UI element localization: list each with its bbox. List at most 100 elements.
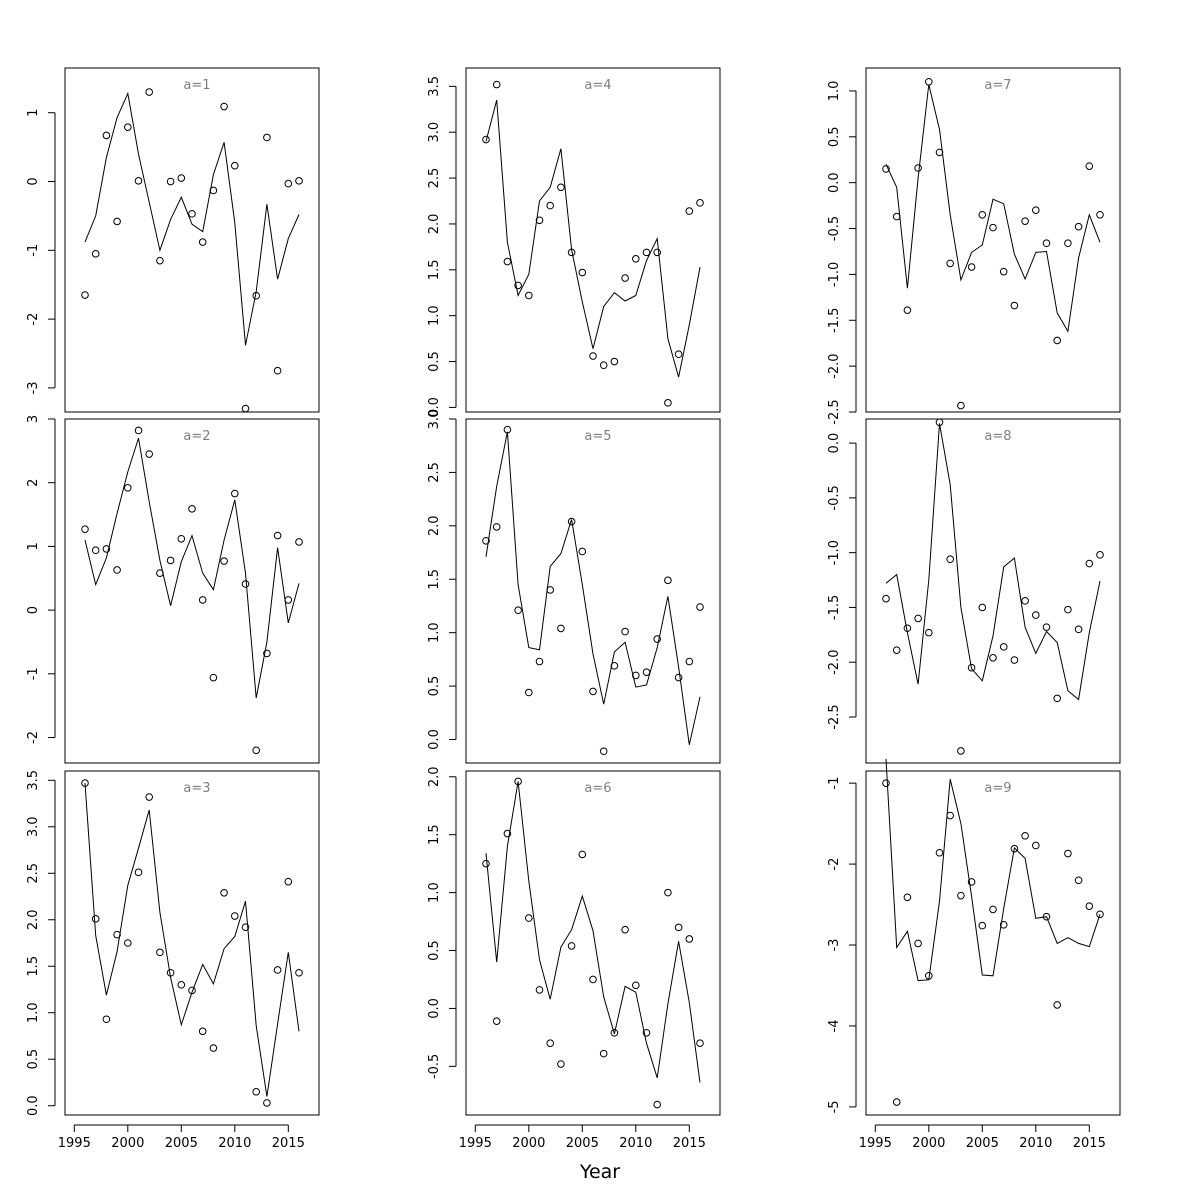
fitted-line <box>84 437 300 699</box>
data-point <box>231 912 239 920</box>
data-point <box>946 811 955 820</box>
panel-title: a=8 <box>984 429 1011 444</box>
data-point <box>967 663 976 672</box>
x-tick-label: 2015 <box>1073 1136 1106 1151</box>
y-tick-label: -1.0 <box>827 262 842 287</box>
data-point <box>134 426 143 435</box>
panel-title: a=7 <box>984 78 1011 93</box>
panel-a-3: a=3 0.0 0.5 1.0 1.5 2.0 2.5 3.0 3.5 1995 2000 2005 2… <box>26 770 320 1151</box>
data-point <box>696 1039 704 1047</box>
data-point <box>81 779 89 787</box>
data-point <box>295 968 303 977</box>
data-point <box>696 199 704 207</box>
fitted-line <box>84 783 300 1097</box>
fitted-line <box>485 781 701 1083</box>
data-point <box>578 268 587 277</box>
data-point <box>925 971 933 980</box>
y-tick-label: -2.5 <box>827 704 842 729</box>
panel-title: a=6 <box>584 781 611 796</box>
x-tick-label: 2005 <box>165 1136 198 1151</box>
data-point <box>1010 301 1019 310</box>
data-point <box>546 586 555 594</box>
y-tick-label: 1.5 <box>427 569 442 590</box>
plot-frame <box>64 418 320 764</box>
data-point <box>156 256 164 265</box>
data-point <box>578 547 587 556</box>
data-point <box>284 596 293 604</box>
panel-a-8: a=8 -2.5 -2.0 -1.5 -1.0 -0.5 0.0 <box>827 418 1121 764</box>
data-point <box>925 628 933 637</box>
data-point <box>209 1044 218 1052</box>
data-point <box>946 555 955 564</box>
data-point <box>1064 849 1072 858</box>
data-point <box>653 635 662 643</box>
data-point <box>589 687 597 696</box>
y-tick-label: -1 <box>26 667 41 680</box>
data-point <box>241 923 250 931</box>
y-tick-label: 1 <box>26 542 41 550</box>
data-point <box>1053 1001 1061 1009</box>
y-tick-label: 2.5 <box>26 863 41 884</box>
x-tick-label: 2010 <box>218 1136 251 1151</box>
data-point <box>535 986 544 994</box>
y-tick-label: -2.5 <box>827 399 842 424</box>
data-point <box>892 1098 901 1106</box>
data-point <box>263 133 271 142</box>
data-point <box>664 399 672 407</box>
data-point <box>156 569 164 577</box>
data-point <box>220 102 228 111</box>
data-point <box>252 291 261 300</box>
x-tick-label: 2000 <box>912 1136 945 1151</box>
data-point <box>685 207 694 215</box>
plot-frame <box>64 67 320 413</box>
y-tick-label: 1 <box>26 109 41 117</box>
x-tick-label: 2000 <box>512 1136 545 1151</box>
data-point <box>621 627 629 636</box>
x-tick-label: 2015 <box>272 1136 305 1151</box>
data-point <box>156 948 164 957</box>
panel-a-2: a=2 -2 -1 0 1 2 3 <box>26 415 320 764</box>
data-point <box>503 257 512 266</box>
data-point <box>903 624 912 633</box>
data-point <box>102 545 111 553</box>
data-point <box>124 123 132 131</box>
data-point <box>674 923 683 932</box>
data-point <box>1096 910 1104 919</box>
y-tick-label: 0.0 <box>827 433 842 454</box>
data-point <box>664 888 672 897</box>
y-tick-label: 2.0 <box>427 214 442 235</box>
y-tick-label: 0.0 <box>427 998 442 1019</box>
data-point <box>514 606 522 615</box>
data-point <box>177 981 186 989</box>
data-point <box>653 1100 662 1109</box>
data-point <box>589 352 597 360</box>
data-point <box>134 177 143 185</box>
data-point <box>957 747 965 755</box>
y-tick-label: -0.5 <box>827 485 842 510</box>
data-point <box>989 654 997 662</box>
data-point <box>989 223 997 232</box>
y-tick-label: 1.0 <box>427 622 442 643</box>
panel-title: a=5 <box>584 429 611 444</box>
y-tick-label: -2 <box>26 313 41 326</box>
y-tick-label: 1.5 <box>427 824 442 845</box>
data-point <box>642 668 651 676</box>
data-point <box>1010 844 1019 853</box>
x-tick-label: 1995 <box>859 1136 892 1151</box>
data-point <box>925 77 933 86</box>
data-point <box>1074 625 1083 634</box>
fitted-line <box>485 431 701 745</box>
y-tick-label: 0.5 <box>427 676 442 697</box>
data-point <box>957 401 965 410</box>
data-point <box>198 1027 207 1036</box>
data-point <box>1085 902 1094 910</box>
x-tick-label: 2010 <box>1019 1136 1052 1151</box>
data-point <box>209 186 218 195</box>
y-tick-label: 0 <box>26 177 41 185</box>
data-point <box>1021 831 1029 840</box>
panel-a-7: a=7 -2.5 -2.0 -1.5 -1.0 -0.5 0.0 0.5 1.0 <box>827 67 1121 425</box>
data-point <box>198 238 207 246</box>
data-point <box>610 1028 619 1037</box>
plot-frame <box>865 418 1121 764</box>
